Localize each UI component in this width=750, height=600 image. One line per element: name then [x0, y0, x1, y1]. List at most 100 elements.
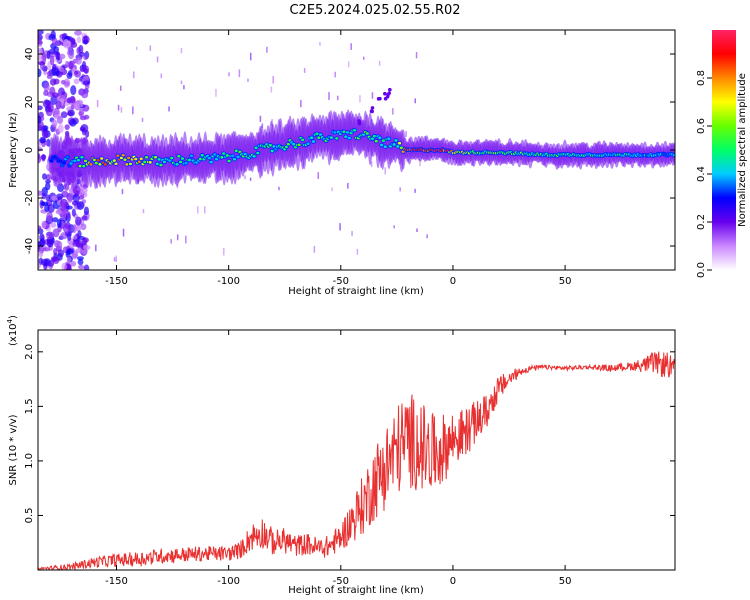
- colorbar-ticks: 0.0 0.2 0.4 0.6 0.8: [696, 70, 712, 278]
- spectrogram-ridge-core: [179, 160, 183, 164]
- spectrogram-ridge-core: [383, 145, 387, 149]
- spectrogram-faint-mark: [259, 115, 262, 122]
- spectrogram-faint-mark: [359, 95, 361, 103]
- spectrogram-noise-mark: [41, 220, 47, 229]
- spectrogram-noise-mark: [59, 201, 67, 212]
- snr-multiplier-close: ): [8, 315, 19, 319]
- colorbar: 0.0 0.2 0.4 0.6 0.8 Normalized spectral ampl…: [696, 30, 748, 278]
- spectrogram-noise-mark: [83, 65, 90, 74]
- spectrogram-noise-mark: [52, 228, 60, 238]
- spectrogram-ridge-core: [396, 145, 400, 148]
- spectrogram-noise-mark: [82, 249, 87, 255]
- spectrogram-ridge-core: [213, 153, 217, 156]
- spectrogram-faint-mark: [419, 159, 421, 167]
- spectrogram-fragment-mark: [369, 109, 374, 113]
- spectrogram-noise-mark: [76, 201, 85, 210]
- spectrogram-faint-mark: [334, 71, 336, 78]
- spectrogram-noise-mark: [73, 78, 80, 85]
- colorbar-scale: [712, 30, 736, 270]
- spectrogram-ridge-core: [89, 163, 93, 166]
- spectrogram-faint-mark: [272, 75, 274, 84]
- spectrogram-noise-mark: [52, 92, 59, 98]
- spectrogram-noise-mark: [45, 194, 51, 201]
- colorbar-tick-label: 0.8: [696, 70, 707, 86]
- spectrogram-noise-mark: [41, 128, 49, 139]
- spectrogram-faint-mark: [185, 235, 187, 244]
- spectrogram-ridge-core: [270, 149, 274, 153]
- spectrogram-faint-mark: [96, 99, 99, 108]
- spectrogram-noise-mark: [80, 223, 87, 231]
- spectrogram-ridge-core: [184, 161, 188, 165]
- spectrogram-noise-mark: [74, 30, 83, 36]
- spectrogram-noise-mark: [57, 249, 65, 257]
- spectrogram-noise-mark: [49, 55, 55, 66]
- spectrogram-panel: -150 -100 -50 0 50 -40 -20 0 20 40 Height of stra…: [8, 29, 676, 297]
- spectrogram-fragment-mark: [383, 91, 387, 96]
- spectrogram-ridge-core: [236, 155, 240, 159]
- spectrogram-noise-mark: [75, 57, 82, 65]
- spectrogram-faint-mark: [170, 239, 172, 244]
- snr-panel: -150 -100 -50 0 50 0.5 1.0 1.5 2.0 Height of str…: [6, 315, 676, 596]
- spectrogram-noise-mark: [56, 116, 64, 125]
- spectrogram-noise-mark: [53, 78, 60, 85]
- spectrogram-faint-mark: [362, 56, 365, 60]
- spectrogram-noise-mark: [52, 217, 59, 223]
- spectrogram-ridge-core: [143, 160, 147, 164]
- spectrogram-ridge-core: [252, 154, 256, 158]
- spectrogram-ridge-core: [128, 162, 133, 166]
- spectrogram-ridge-core: [96, 158, 100, 162]
- spectrogram-ridge-core: [94, 161, 98, 165]
- spectrogram-noise-mark: [72, 193, 80, 203]
- spectrogram-ridge-core: [214, 157, 219, 161]
- spectrogram-noise-mark: [46, 211, 53, 222]
- spectrogram-ridge-core: [49, 159, 54, 163]
- spectrogram-noise-mark: [45, 173, 51, 181]
- spectrogram-noise-mark: [66, 97, 73, 104]
- spectrogram-noise-mark: [79, 115, 87, 121]
- spectrogram-faint-mark: [317, 172, 320, 180]
- spectrogram-ridge-core: [234, 149, 238, 153]
- spectrogram-ridge-core: [155, 162, 159, 166]
- spectrogram-noise-mark: [66, 256, 71, 264]
- colorbar-tick-label: 0.4: [696, 166, 707, 182]
- spectrogram-noise-mark: [38, 115, 42, 125]
- spectrogram-faint-mark: [149, 45, 152, 51]
- spectrogram-noise-mark: [47, 102, 54, 113]
- spectrogram-ridge-core: [392, 143, 396, 146]
- spectrogram-ridge-core: [189, 154, 194, 158]
- spectrogram-noise-mark: [57, 124, 64, 134]
- spectrogram-ytick-label: 0: [24, 147, 35, 153]
- spectrogram-noise-mark: [72, 240, 81, 247]
- spectrogram-noise-mark: [71, 208, 76, 217]
- spectrogram-faint-mark: [378, 60, 381, 66]
- spectrogram-faint-mark: [351, 231, 353, 237]
- snr-series-line: [38, 351, 675, 570]
- spectrogram-noise-mark: [38, 190, 43, 196]
- spectrogram-ridge-core: [148, 161, 152, 164]
- snr-y-multiplier: (x104): [6, 315, 19, 346]
- spectrogram-fragment-mark: [370, 106, 375, 110]
- spectrogram-noise-mark: [78, 44, 84, 54]
- spectrogram-ridge-core: [374, 139, 378, 143]
- spectrogram-ridge-core: [198, 157, 202, 161]
- spectrogram-faint-mark: [399, 187, 401, 192]
- spectrogram-ridge-core: [286, 142, 290, 146]
- spectrogram-ridge-core: [317, 136, 321, 140]
- spectrogram-faint-mark: [328, 92, 330, 101]
- spectrogram-faint-mark: [370, 161, 373, 167]
- spectrogram-xtick-label: 0: [450, 276, 456, 287]
- spectrogram-ridge-core: [378, 136, 382, 140]
- spectrogram-noise-mark: [69, 118, 77, 127]
- spectrogram-noise-mark: [66, 72, 73, 79]
- spectrogram-ridge-core: [188, 158, 192, 162]
- spectrogram-faint-mark: [414, 98, 416, 104]
- spectrogram-noise-mark: [56, 219, 62, 228]
- spectrogram-ridge-core: [170, 156, 174, 160]
- spectrogram-noise-mark: [67, 49, 75, 60]
- spectrogram-noise-mark: [51, 37, 58, 46]
- spectrogram-faint-mark: [136, 46, 138, 50]
- spectrogram-faint-mark: [356, 248, 359, 255]
- spectrogram-faint-mark: [405, 131, 407, 137]
- spectrogram-faint-mark: [249, 177, 252, 181]
